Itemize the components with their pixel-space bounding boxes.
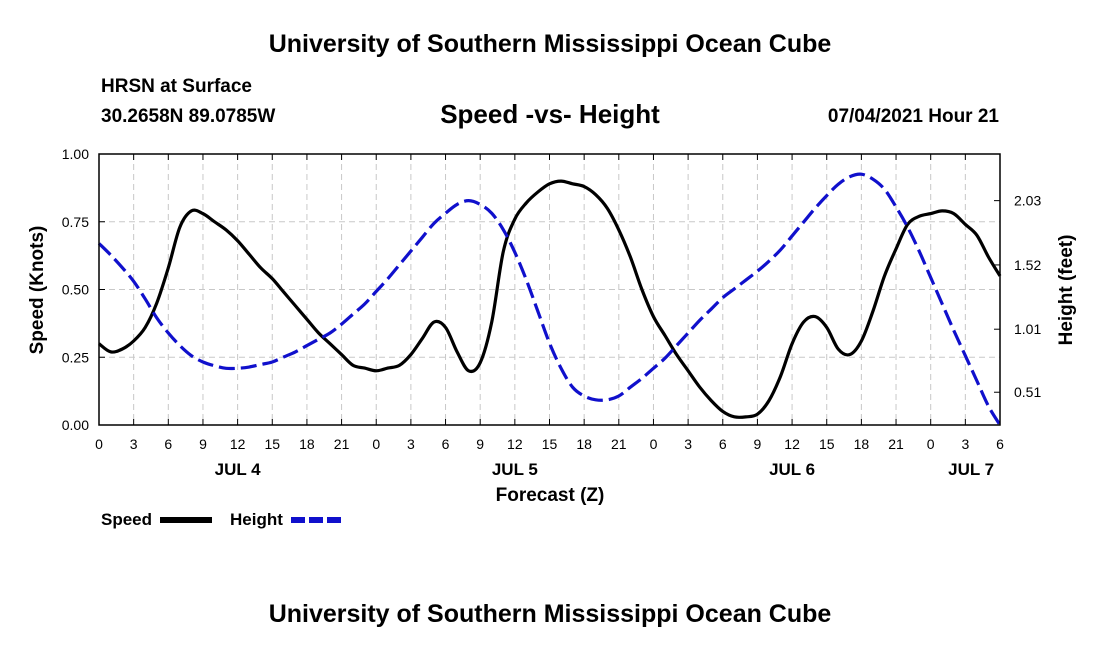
- x-tick-label: 18: [854, 436, 870, 452]
- date-label: JUL 7: [948, 460, 994, 479]
- x-tick-label: 0: [95, 436, 103, 452]
- x-tick-label: 6: [719, 436, 727, 452]
- x-tick-label: 12: [784, 436, 800, 452]
- axis-labels: 0 3 6 9 12 15 18 21 0 3 6 9 12 15 18 21 0 3 6 9 12 15 18 21 0 3 6J…: [62, 146, 1042, 479]
- x-tick-label: 0: [650, 436, 658, 452]
- x-tick-label: 15: [819, 436, 835, 452]
- series-line-speed: [98, 179, 1002, 419]
- series-layer: [97, 172, 1002, 426]
- x-tick-label: 21: [611, 436, 627, 452]
- date-label: JUL 6: [769, 460, 815, 479]
- y-right-tick-label: 1.01: [1014, 321, 1041, 337]
- x-tick-label: 6: [996, 436, 1004, 452]
- x-axis-title: Forecast (Z): [496, 485, 605, 506]
- x-tick-label: 0: [372, 436, 380, 452]
- x-tick-label: 21: [334, 436, 350, 452]
- y-axis-left-title: Speed (Knots): [27, 226, 48, 355]
- x-tick-label: 9: [754, 436, 762, 452]
- x-tick-label: 18: [576, 436, 592, 452]
- legend-label-speed: Speed: [101, 510, 152, 529]
- station-coordinates: 30.2658N 89.0785W: [101, 106, 276, 127]
- x-tick-label: 3: [684, 436, 692, 452]
- date-label: JUL 4: [215, 460, 262, 479]
- grid: [99, 154, 1000, 425]
- y-left-tick-label: 0.75: [62, 214, 89, 230]
- series-line-height: [97, 172, 1002, 426]
- x-tick-label: 12: [507, 436, 523, 452]
- x-tick-label: 3: [961, 436, 969, 452]
- forecast-datetime: 07/04/2021 Hour 21: [827, 106, 999, 127]
- legend-label-height: Height: [230, 510, 283, 529]
- x-tick-label: 3: [130, 436, 138, 452]
- x-tick-label: 9: [476, 436, 484, 452]
- footer-title: University of Southern Mississippi Ocean…: [268, 600, 832, 628]
- date-label: JUL 5: [492, 460, 538, 479]
- y-right-tick-label: 2.03: [1014, 193, 1041, 209]
- x-tick-label: 3: [407, 436, 415, 452]
- y-right-tick-label: 1.52: [1014, 257, 1041, 273]
- x-tick-label: 6: [164, 436, 172, 452]
- chart-subtitle: Speed -vs- Height: [440, 99, 660, 129]
- station-label: HRSN at Surface: [101, 76, 252, 97]
- axis-ticks: [98, 153, 1001, 426]
- page-title: University of Southern Mississippi Ocean…: [268, 30, 832, 58]
- x-tick-label: 18: [299, 436, 315, 452]
- y-right-tick-label: 0.51: [1014, 384, 1041, 400]
- x-tick-label: 15: [264, 436, 280, 452]
- y-left-tick-label: 1.00: [62, 146, 89, 162]
- y-left-tick-label: 0.50: [62, 282, 89, 298]
- x-tick-label: 0: [927, 436, 935, 452]
- x-tick-label: 9: [199, 436, 207, 452]
- x-tick-label: 12: [230, 436, 246, 452]
- y-left-tick-label: 0.25: [62, 349, 89, 365]
- x-tick-label: 15: [542, 436, 558, 452]
- legend: Speed Height: [101, 510, 343, 529]
- x-tick-label: 6: [442, 436, 450, 452]
- x-tick-label: 21: [888, 436, 904, 452]
- y-axis-right-title: Height (feet): [1056, 235, 1077, 346]
- y-left-tick-label: 0.00: [62, 417, 89, 433]
